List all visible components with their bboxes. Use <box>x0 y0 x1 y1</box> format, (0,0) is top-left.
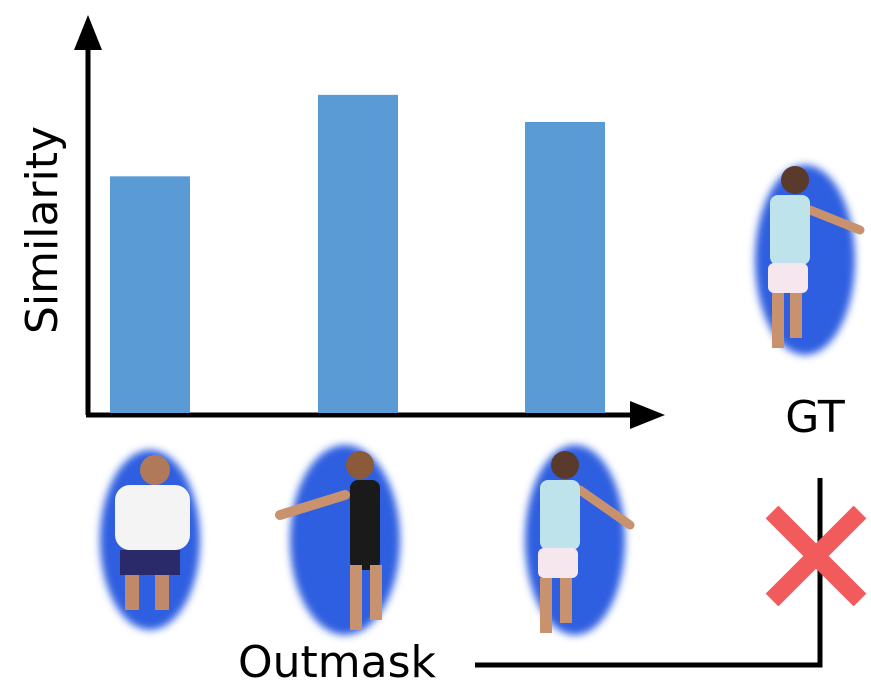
gt-label: GT <box>785 392 845 443</box>
bar <box>318 94 398 413</box>
gt-person <box>755 165 865 355</box>
y-axis-label: Similarity <box>17 126 68 334</box>
person-3 <box>525 445 635 635</box>
cross-mark <box>765 505 867 607</box>
person-1 <box>100 450 200 630</box>
outmask-label: Outmask <box>238 637 437 688</box>
bar <box>110 176 190 413</box>
x-axis-arrow <box>630 401 665 429</box>
connector <box>475 478 823 668</box>
person-2 <box>275 445 400 635</box>
bar <box>525 122 605 413</box>
y-axis-arrow <box>74 15 102 50</box>
